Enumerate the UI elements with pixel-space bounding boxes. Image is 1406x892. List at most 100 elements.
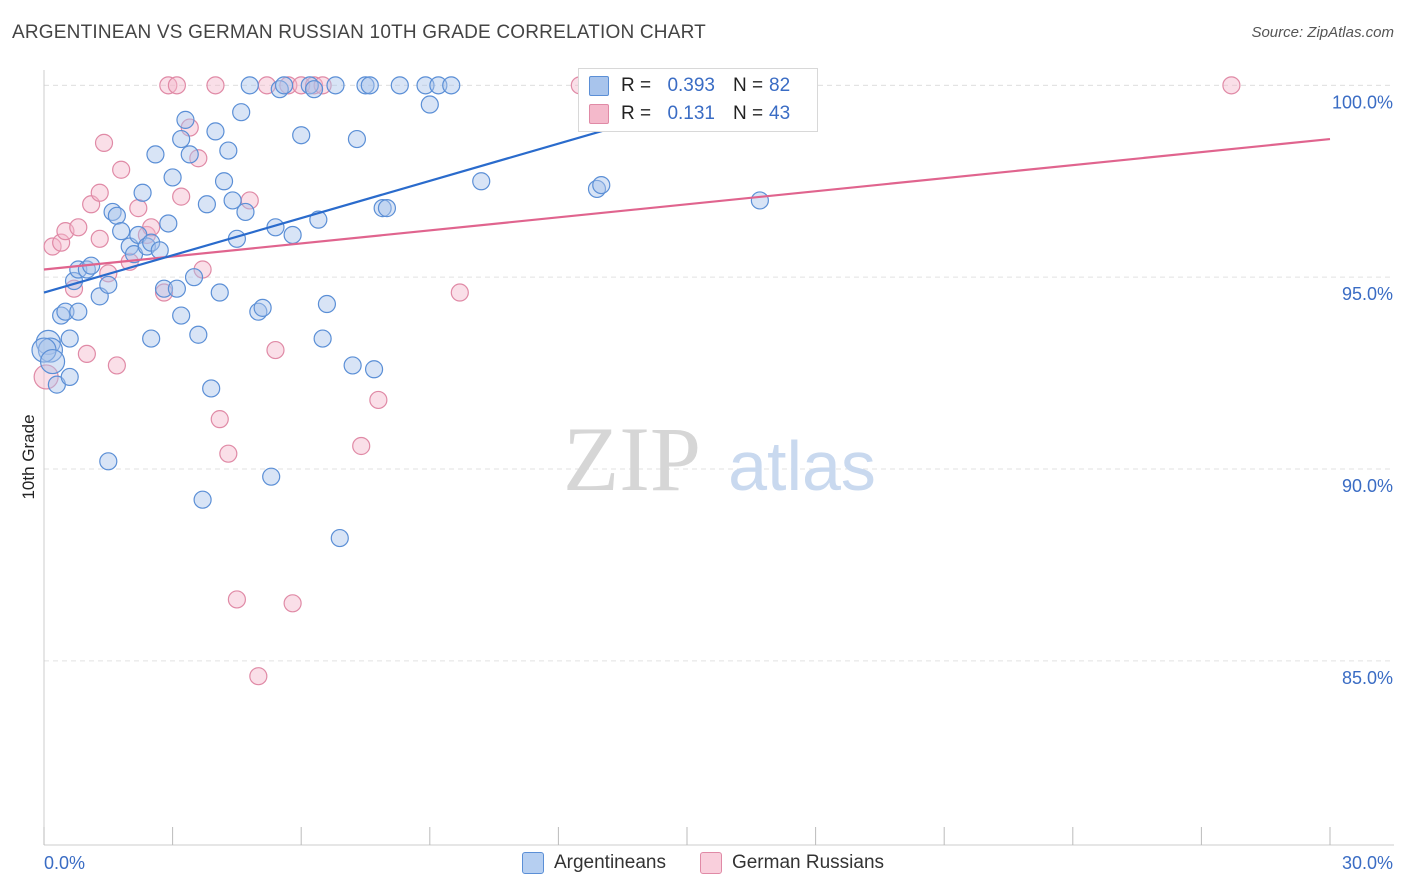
- argentinean-point: [184, 268, 204, 287]
- german-russian-point: [450, 283, 469, 302]
- argentinean-point: [189, 325, 208, 344]
- argentinean-point: [472, 172, 491, 191]
- german-russian-point: [77, 344, 96, 364]
- x-tick-label-min: 0.0%: [44, 853, 85, 873]
- series-legend-argentineans[interactable]: Argentineans: [521, 852, 666, 874]
- argentinean-point: [356, 76, 375, 95]
- german-russian-point: [279, 76, 298, 95]
- argentinean-point: [154, 279, 174, 298]
- german-russian-point: [313, 76, 332, 95]
- argentinean-point: [99, 275, 118, 294]
- tick-labels: 85.0% 90.0% 95.0% 100.0% 0.0% 30.0%: [44, 92, 1393, 873]
- argentinean-point: [240, 76, 259, 95]
- series-label: Argentineans: [553, 852, 666, 873]
- argentinean-point: [274, 76, 294, 95]
- argentinean-point: [364, 360, 384, 379]
- argentinean-point: [180, 145, 199, 164]
- argentinean-point: [146, 145, 165, 164]
- argentinean-point: [373, 199, 392, 218]
- legend-n-label: N =: [733, 103, 764, 124]
- argentinean-point: [317, 294, 337, 314]
- series-swatch-blue: [521, 852, 544, 874]
- y-axis-label: 10th Grade: [19, 414, 38, 499]
- series-label: German Russians: [731, 852, 885, 873]
- axes: [43, 70, 1394, 846]
- legend-n-value: 43: [769, 103, 791, 124]
- german-russian-point: [90, 229, 109, 248]
- german-russian-point: [69, 218, 88, 237]
- argentinean-point: [60, 329, 79, 348]
- german-russian-point: [1222, 76, 1241, 95]
- argentinean-point: [219, 141, 238, 160]
- chart-title: ARGENTINEAN VS GERMAN RUSSIAN 10TH GRADE…: [12, 22, 706, 43]
- argentinean-point: [142, 329, 161, 348]
- argentinean-point: [313, 329, 332, 348]
- argentinean-point: [39, 348, 66, 375]
- argentinean-point: [232, 103, 251, 122]
- argentinean-point: [429, 76, 448, 95]
- argentinean-point: [750, 191, 769, 210]
- german-russian-point: [112, 160, 131, 179]
- german-russian-point: [249, 667, 268, 686]
- argentinean-point: [159, 214, 178, 233]
- series-swatch-pink: [699, 852, 722, 874]
- argentinean-point: [197, 195, 216, 214]
- german-russian-point: [33, 364, 59, 390]
- series-legend-german-russians[interactable]: German Russians: [699, 852, 885, 874]
- german-russian-point: [352, 436, 371, 456]
- german-russian-point: [227, 590, 246, 609]
- legend-swatch-blue: [589, 76, 609, 96]
- argentinean-point: [133, 183, 152, 202]
- x-tick-label-max: 30.0%: [1342, 853, 1393, 873]
- german-russian-point: [52, 233, 71, 252]
- argentinean-point: [253, 298, 272, 317]
- legend-row-argentineans: R = 0.393 N = 82: [589, 73, 790, 99]
- german-russian-point: [172, 187, 191, 206]
- argentinean-point: [107, 206, 126, 225]
- legend-n-value: 82: [769, 75, 791, 96]
- argentinean-point: [202, 379, 221, 398]
- argentinean-point: [69, 302, 88, 321]
- argentinean-point: [592, 175, 611, 195]
- argentinean-point: [326, 76, 345, 95]
- y-tick-label: 85.0%: [1342, 668, 1393, 688]
- correlation-legend: R = 0.393 N = 82 R = 0.131 N = 43: [578, 68, 818, 132]
- legend-r-value: 0.393: [667, 75, 715, 96]
- legend-r-value: 0.131: [667, 103, 715, 124]
- german-russian-point: [206, 76, 225, 95]
- argentinean-point: [172, 306, 191, 325]
- argentinean-point: [223, 191, 242, 210]
- argentinean-point: [99, 452, 118, 471]
- argentinean-point: [262, 467, 281, 486]
- argentinean-point: [236, 202, 255, 222]
- argentinean-point: [112, 222, 131, 241]
- argentinean-point: [56, 302, 75, 321]
- legend-r-label: R =: [621, 103, 652, 124]
- argentinean-point: [377, 199, 397, 218]
- legend-r-label: R =: [621, 75, 652, 96]
- y-tick-label: 100.0%: [1332, 92, 1393, 112]
- argentinean-point: [343, 356, 362, 375]
- german-russian-point: [167, 76, 186, 95]
- argentinean-point: [283, 225, 302, 245]
- argentinean-point: [347, 129, 367, 149]
- argentinean-point: [210, 283, 229, 302]
- german-russian-point: [283, 594, 302, 613]
- argentinean-point: [60, 367, 79, 387]
- argentinean-point: [420, 95, 439, 114]
- argentinean-point: [176, 110, 195, 129]
- source-label: Source: ZipAtlas.com: [1251, 24, 1394, 41]
- german-russian-point: [189, 149, 208, 168]
- legend-row-german-russians: R = 0.131 N = 43: [589, 101, 790, 127]
- argentinean-point: [292, 126, 311, 145]
- argentinean-point: [416, 76, 435, 95]
- argentinean-point: [390, 76, 409, 95]
- german-russian-point: [210, 410, 229, 429]
- argentinean-point: [163, 168, 182, 187]
- german-russian-point: [219, 444, 238, 463]
- watermark: ZIP atlas: [563, 408, 876, 510]
- german-russian-point: [129, 199, 148, 218]
- german-russian-point: [266, 340, 285, 360]
- german-russian-point: [94, 133, 114, 152]
